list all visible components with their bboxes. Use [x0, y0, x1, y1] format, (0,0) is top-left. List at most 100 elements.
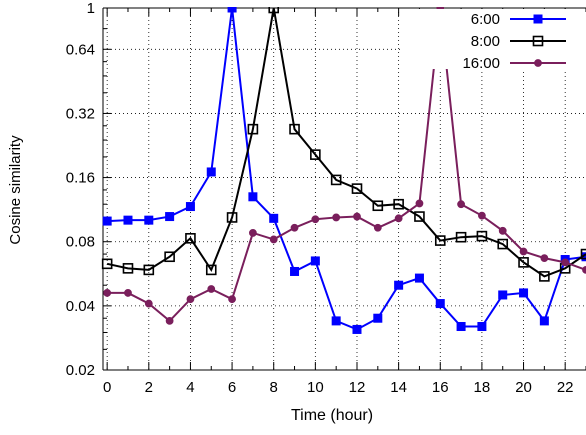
data-point: [289, 123, 300, 135]
data-point: [582, 265, 586, 274]
data-point: [394, 214, 403, 223]
x-tick-label: 10: [307, 379, 324, 396]
legend-label: 8:00: [471, 33, 500, 50]
series-2: [101, 7, 586, 282]
data-point: [123, 215, 133, 225]
series-3: [103, 7, 586, 325]
data-point: [310, 256, 320, 266]
tick-labels: 0 2 4 6 8 10 12 14 16 18 20 22 0.02 0.04 0.08 0.16 0.32 0…: [66, 0, 574, 396]
data-point: [478, 211, 486, 220]
data-point: [352, 324, 362, 334]
x-tick-label: 8: [270, 379, 278, 396]
data-point: [434, 235, 446, 246]
data-point: [457, 200, 465, 209]
x-tick-label: 0: [103, 379, 111, 396]
x-tick-label: 2: [145, 379, 153, 396]
data-point: [269, 235, 278, 244]
legend-label: 6:00: [471, 11, 500, 28]
data-point: [248, 228, 257, 237]
data-point: [310, 149, 321, 160]
data-point: [498, 290, 508, 300]
data-point: [228, 295, 236, 304]
data-point: [143, 264, 155, 276]
data-point: [122, 263, 134, 274]
data-point: [519, 288, 529, 298]
x-tick-label: 12: [349, 379, 366, 396]
data-point: [518, 257, 529, 268]
data-point: [101, 258, 113, 270]
data-point: [185, 233, 196, 244]
data-point: [226, 212, 238, 223]
series-line: [106, 7, 586, 278]
data-point: [539, 271, 550, 282]
x-tick-label: 14: [390, 379, 407, 396]
x-tick-label: 4: [186, 379, 194, 396]
y-tick-label: 0.08: [66, 234, 95, 251]
y-tick-label: 0.04: [66, 298, 95, 315]
data-point: [532, 35, 544, 47]
plot-area: [101, 7, 586, 334]
data-point: [144, 215, 154, 225]
series-line: [107, 7, 586, 323]
data-point: [206, 167, 216, 177]
x-tick-label: 6: [228, 379, 236, 396]
data-point: [539, 316, 549, 326]
data-point: [373, 223, 382, 232]
data-point: [290, 223, 299, 232]
data-point: [498, 226, 507, 235]
data-point: [351, 183, 363, 194]
data-point: [534, 59, 542, 67]
data-point: [580, 248, 586, 260]
data-point: [269, 213, 279, 223]
series-lines: [101, 7, 586, 334]
data-point: [165, 316, 174, 325]
data-point: [103, 289, 112, 297]
data-point: [248, 192, 258, 202]
data-point: [164, 251, 175, 263]
data-point: [268, 7, 280, 14]
data-point: [144, 299, 153, 308]
data-point: [124, 289, 132, 297]
data-point: [353, 212, 361, 221]
x-axis-label: Time (hour): [291, 407, 373, 424]
data-point: [373, 313, 383, 323]
data-point: [332, 213, 341, 222]
legend: 6:00 8:00 16:00: [402, 9, 584, 72]
data-point: [540, 254, 549, 263]
y-axis-label: Cosine similarity: [7, 135, 24, 245]
data-point: [207, 285, 216, 293]
y-tick-label: 0.02: [66, 362, 95, 379]
x-tick-label: 18: [474, 379, 491, 396]
legend-label: 16:00: [462, 55, 500, 72]
data-point: [247, 123, 259, 135]
data-point: [455, 231, 467, 243]
y-tick-label: 0.64: [66, 41, 95, 58]
x-tick-label: 20: [515, 379, 532, 396]
data-point: [330, 174, 342, 186]
data-point: [519, 247, 528, 256]
data-point: [165, 212, 175, 222]
data-point: [533, 14, 543, 24]
data-point: [205, 264, 217, 276]
y-tick-label: 0.32: [66, 105, 95, 122]
x-tick-label: 22: [557, 379, 574, 396]
data-point: [394, 280, 404, 290]
data-point: [476, 230, 488, 242]
y-tick-label: 1: [87, 0, 95, 17]
data-point: [227, 7, 237, 13]
data-point: [372, 200, 384, 212]
data-point: [456, 322, 466, 332]
data-point: [290, 266, 300, 276]
data-point: [561, 258, 570, 267]
data-point: [311, 215, 320, 224]
data-point: [186, 295, 195, 304]
data-point: [414, 273, 424, 283]
data-point: [477, 322, 487, 332]
data-point: [435, 299, 445, 309]
data-point: [497, 238, 509, 250]
data-point: [331, 316, 341, 326]
data-point: [414, 211, 425, 222]
data-point: [185, 202, 195, 212]
data-point: [102, 216, 112, 226]
x-tick-label: 16: [432, 379, 449, 396]
